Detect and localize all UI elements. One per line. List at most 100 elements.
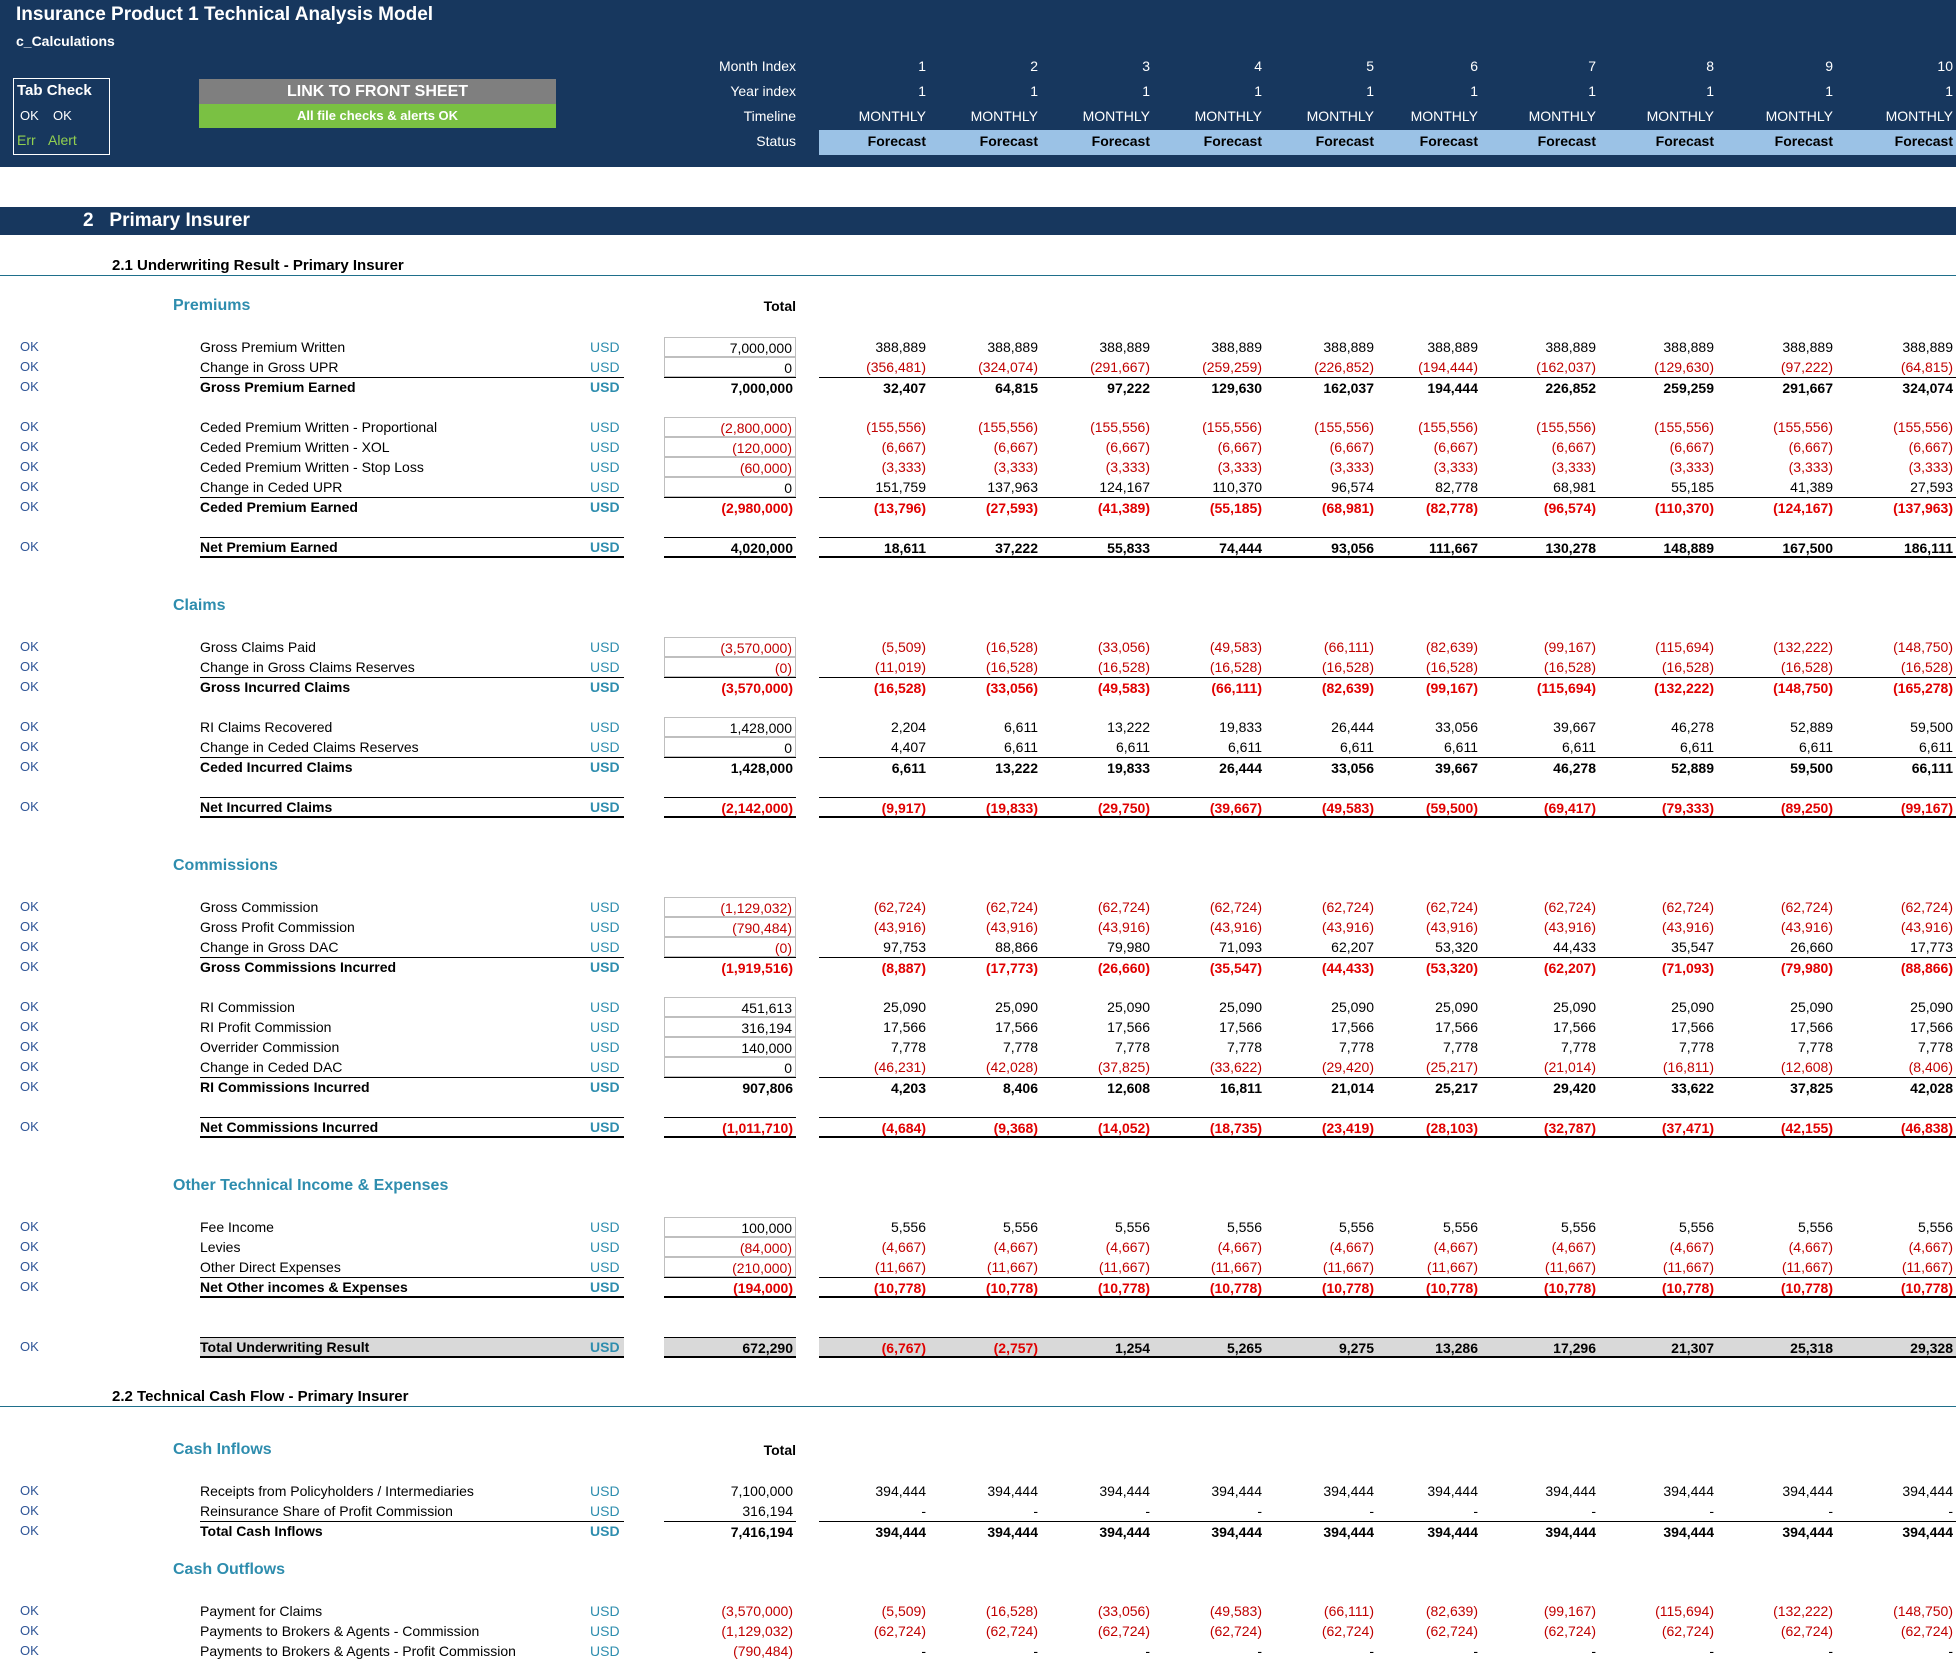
row-label: Other Direct Expenses: [200, 1259, 341, 1275]
cell-value: (29,750): [1097, 800, 1150, 816]
cell-value: 394,444: [1099, 1483, 1150, 1499]
cell-value: (99,167): [1543, 639, 1596, 655]
row-total-input[interactable]: 316,194: [664, 1017, 796, 1037]
cell-value: (79,333): [1661, 800, 1714, 816]
cell-value: -: [1948, 1643, 1953, 1659]
cell-value: 59,500: [1790, 760, 1833, 776]
row-total-input[interactable]: 7,000,000: [664, 337, 796, 357]
cell-value: 5,556: [1560, 1219, 1596, 1235]
cell-value: (62,207): [1543, 960, 1596, 976]
row-total-input[interactable]: (790,484): [664, 917, 796, 937]
group-premiums: Premiums: [173, 297, 251, 314]
cell-value: 97,222: [1107, 380, 1150, 396]
row-values: 25,090 25,090 25,090 25,090 25,090 25,090 25,0…: [819, 997, 1956, 1017]
cell-value: (194,444): [1418, 359, 1478, 375]
cell-value: (62,724): [1543, 1623, 1596, 1639]
table-row: OK Change in Ceded UPR USD 0 151,759 137,963 1…: [0, 477, 1956, 497]
row-check: OK: [20, 959, 39, 974]
status-value: Forecast: [1774, 133, 1833, 149]
cell-value: (16,528): [873, 680, 926, 696]
cell-value: 21,307: [1671, 1340, 1714, 1356]
cell-value: (43,916): [1321, 919, 1374, 935]
cell-value: 17,566: [883, 1019, 926, 1035]
row-total-input[interactable]: 0: [664, 737, 796, 757]
row-check: OK: [20, 739, 39, 754]
cell-value: (155,556): [1773, 419, 1833, 435]
cell-value: 25,090: [1553, 999, 1596, 1015]
row-total-input[interactable]: (3,570,000): [664, 637, 796, 657]
cell-value: 2,204: [890, 719, 926, 735]
cell-value: (11,019): [874, 659, 926, 675]
row-total-input[interactable]: (0): [664, 657, 796, 677]
cell-value: (16,528): [1209, 659, 1262, 675]
cell-value: -: [1369, 1503, 1374, 1519]
cell-value: 25,090: [1790, 999, 1833, 1015]
row-total-input[interactable]: 451,613: [664, 997, 796, 1017]
cell-value: (49,583): [1209, 1603, 1262, 1619]
table-row: OK Payments to Brokers & Agents - Commiss…: [0, 1621, 1956, 1641]
cell-value: (16,811): [1662, 1059, 1714, 1075]
row-total-input[interactable]: 0: [664, 357, 796, 377]
cell-value: (62,724): [873, 899, 926, 915]
row-total-input[interactable]: (84,000): [664, 1237, 796, 1257]
row-total-input[interactable]: (210,000): [664, 1257, 796, 1277]
cell-value: 394,444: [1782, 1524, 1833, 1540]
model-title: Insurance Product 1 Technical Analysis M…: [16, 4, 434, 25]
row-total-input[interactable]: 1,428,000: [664, 717, 796, 737]
row-check: OK: [20, 899, 39, 914]
row-total-input[interactable]: 140,000: [664, 1037, 796, 1057]
cell-value: 4,407: [890, 739, 926, 755]
cell-value: 8,406: [1002, 1080, 1038, 1096]
cell-value: 59,500: [1910, 719, 1953, 735]
link-to-front-sheet-button[interactable]: LINK TO FRONT SHEET: [199, 79, 556, 104]
group-claims: Claims: [173, 597, 226, 614]
cell-value: 394,444: [875, 1524, 926, 1540]
cell-value: (8,406): [1908, 1059, 1953, 1075]
cell-value: (23,419): [1321, 1120, 1374, 1136]
row-check: OK: [20, 359, 39, 374]
cell-value: 25,090: [1910, 999, 1953, 1015]
cell-value: 5,556: [1226, 1219, 1262, 1235]
timeline-label: Timeline: [743, 108, 796, 124]
cell-value: (82,639): [1321, 680, 1374, 696]
cell-value: (11,667): [1426, 1259, 1478, 1275]
cell-value: (19,833): [985, 800, 1038, 816]
row-total-input[interactable]: (0): [664, 937, 796, 957]
row-total: (1,011,710): [664, 1117, 796, 1138]
table-row: OK Ceded Premium Earned USD (2,980,000) (13,…: [0, 497, 1956, 517]
cell-value: 388,889: [1211, 339, 1262, 355]
cell-value: -: [921, 1643, 926, 1659]
row-values: (5,509) (16,528) (33,056) (49,583) (66,111) (…: [819, 1601, 1956, 1621]
subsection-underwriting-result: 2.1 Underwriting Result - Primary Insure…: [0, 254, 1956, 276]
status-value: Forecast: [1655, 133, 1714, 149]
cell-value: (356,481): [866, 359, 926, 375]
row-total-input[interactable]: (2,800,000): [664, 417, 796, 437]
row-total-input[interactable]: 0: [664, 1057, 796, 1077]
row-total-input[interactable]: (60,000): [664, 457, 796, 477]
row-values: 32,407 64,815 97,222 129,630 162,037 194,444 2…: [819, 377, 1956, 397]
row-total-input[interactable]: (1,129,032): [664, 897, 796, 917]
cell-value: (4,667): [1105, 1239, 1150, 1255]
cell-value: 394,444: [1211, 1483, 1262, 1499]
month-index-value: 10: [1937, 58, 1953, 74]
cell-value: 388,889: [1427, 339, 1478, 355]
row-total-input[interactable]: 100,000: [664, 1217, 796, 1237]
row-total-input[interactable]: (120,000): [664, 437, 796, 457]
row-unit: USD: [590, 439, 620, 455]
cell-value: 388,889: [1545, 339, 1596, 355]
row-values: (6,667) (6,667) (6,667) (6,667) (6,667) (6,66…: [819, 437, 1956, 457]
cell-value: (99,167): [1900, 800, 1953, 816]
table-row: OK Change in Ceded Claims Reserves USD 0 4,4…: [0, 737, 1956, 757]
cell-value: (6,667): [1908, 439, 1953, 455]
cell-value: (110,370): [1654, 500, 1714, 516]
row-unit: USD: [590, 1643, 620, 1659]
row-total-input[interactable]: 0: [664, 477, 796, 497]
row-unit: USD: [590, 479, 620, 495]
cell-value: 6,611: [1116, 739, 1150, 755]
row-values: 7,778 7,778 7,778 7,778 7,778 7,778 7,778 7,778…: [819, 1037, 1956, 1057]
cell-value: -: [1828, 1503, 1833, 1519]
cell-value: 13,222: [995, 760, 1038, 776]
timeline-value: MONTHLY: [970, 108, 1038, 124]
row-values: (43,916) (43,916) (43,916) (43,916) (43,916)…: [819, 917, 1956, 937]
row-values: (4,684) (9,368) (14,052) (18,735) (23,419) (2…: [819, 1117, 1956, 1138]
